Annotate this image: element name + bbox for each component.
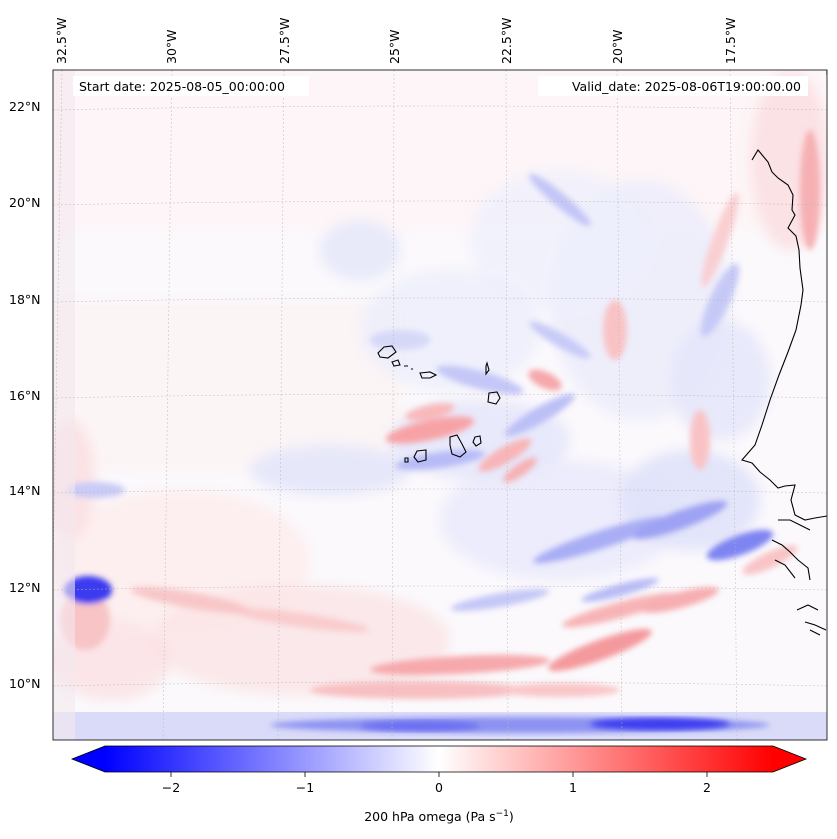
longitude-labels: 32.5°W 30°W 27.5°W 25°W 22.5°W 20°W 17.5… <box>54 18 738 64</box>
omega-field <box>53 70 827 740</box>
colorbar-tick-0: 0 <box>435 780 443 795</box>
start-date-text: Start date: 2025-08-05_00:00:00 <box>79 79 285 94</box>
colorbar-label-close: ) <box>509 809 514 824</box>
lon-label-17-5w: 17.5°W <box>723 18 738 64</box>
colorbar-label-exponent: −1 <box>496 809 509 819</box>
cape-verde-islands <box>377 345 501 463</box>
lon-label-22-5w: 22.5°W <box>499 18 514 64</box>
lat-label-16n: 16°N <box>9 388 41 403</box>
colorbar-outline <box>70 745 808 773</box>
lon-label-32-5w: 32.5°W <box>54 18 69 64</box>
colorbar-right-extension <box>773 746 806 772</box>
lat-label-20n: 20°N <box>9 195 41 210</box>
lon-label-20w: 20°W <box>610 29 625 64</box>
colorbar: −2 −1 0 1 2 200 hPa omega (Pa s−1) <box>70 745 808 824</box>
valid-date-box <box>538 76 808 96</box>
colorbar-label: 200 hPa omega (Pa s−1) <box>364 809 514 824</box>
lat-label-14n: 14°N <box>9 483 41 498</box>
lon-label-30w: 30°W <box>164 29 179 64</box>
colorbar-tick-neg2: −2 <box>162 780 180 795</box>
map-frame <box>52 69 828 741</box>
lat-label-22n: 22°N <box>9 99 41 114</box>
lat-label-18n: 18°N <box>9 292 41 307</box>
coastlines <box>377 70 827 636</box>
latitude-labels: 22°N 20°N 18°N 16°N 14°N 12°N 10°N <box>9 99 41 691</box>
map-panel: Start date: 2025-08-05_00:00:00 Valid_da… <box>53 70 827 740</box>
start-date-box <box>73 76 309 96</box>
colorbar-label-main: 200 hPa omega (Pa s <box>364 809 495 824</box>
lat-label-12n: 12°N <box>9 580 41 595</box>
lon-label-27-5w: 27.5°W <box>277 18 292 64</box>
colorbar-ticks <box>170 772 708 777</box>
colorbar-tick-2: 2 <box>703 780 711 795</box>
africa-coastline <box>741 70 827 636</box>
valid-date-text: Valid_date: 2025-08-06T19:00:00.00 <box>572 79 801 94</box>
colorbar-left-extension <box>72 746 105 772</box>
lat-label-10n: 10°N <box>9 676 41 691</box>
lon-label-25w: 25°W <box>387 29 402 64</box>
colorbar-tick-1: 1 <box>569 780 577 795</box>
colorbar-body <box>105 746 773 772</box>
colorbar-tick-neg1: −1 <box>296 780 314 795</box>
